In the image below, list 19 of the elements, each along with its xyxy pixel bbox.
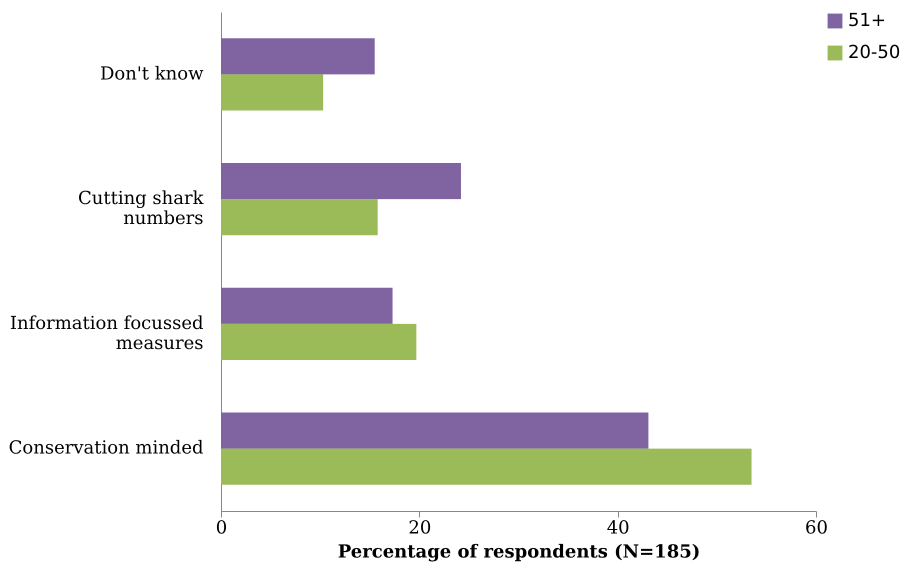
bar <box>221 324 416 360</box>
legend-label: 20-50 <box>848 42 900 63</box>
y-tick-label: Cutting shark numbers <box>78 188 205 230</box>
x-tick-label: 60 <box>805 518 828 538</box>
x-axis-title: Percentage of respondents (N=185) <box>338 542 700 562</box>
bar <box>221 74 324 111</box>
bar <box>221 38 375 74</box>
bar <box>221 412 648 449</box>
y-tick-label: Conservation minded <box>8 438 204 459</box>
y-tick-label: Information focussed measures <box>10 312 204 354</box>
x-tick-label: 40 <box>606 518 630 538</box>
x-tick-label: 20 <box>408 518 432 538</box>
y-tick-label: Don't know <box>100 63 204 84</box>
bar <box>221 288 393 324</box>
bar <box>221 448 752 485</box>
bar <box>221 162 461 200</box>
x-tick-label: 0 <box>216 518 228 538</box>
bar <box>221 199 378 236</box>
legend-label: 51+ <box>848 10 886 31</box>
